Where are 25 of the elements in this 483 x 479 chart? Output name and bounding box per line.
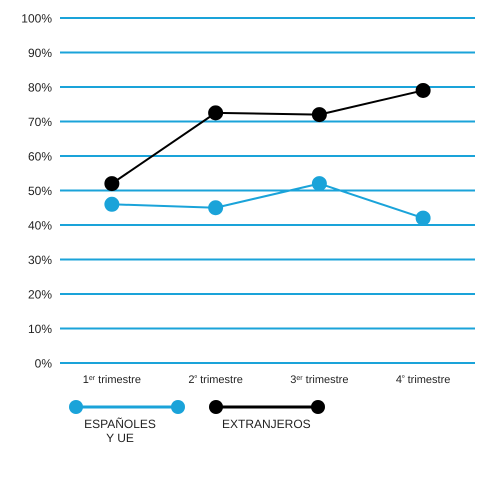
y-tick-label: 0%	[34, 356, 52, 370]
y-tick-label: 90%	[28, 46, 52, 60]
y-tick-label: 100%	[21, 11, 52, 26]
legend-label: ESPAÑOLES Y UE	[83, 417, 157, 445]
legend-label: EXTRANJEROS	[222, 417, 311, 431]
y-tick-label: 20%	[28, 287, 52, 302]
y-tick-label: 10%	[28, 322, 52, 336]
point	[208, 105, 224, 120]
y-tick-label: 70%	[28, 114, 52, 129]
y-tick-label: 80%	[28, 80, 52, 94]
x-tick-label: 4$^{º}$ trimestre	[396, 374, 450, 386]
point	[312, 176, 327, 192]
y-tick-label: 60%	[28, 149, 52, 164]
point	[416, 210, 431, 226]
point	[312, 107, 327, 122]
x-tick-label: 3$^{er}$ trimestre	[290, 374, 348, 386]
y-tick-label: 30%	[28, 252, 52, 267]
point	[104, 196, 120, 212]
y-tick-label: 50%	[28, 184, 52, 198]
point	[208, 200, 224, 216]
x-tick-label: 2$^{º}$ trimestre	[188, 374, 243, 386]
y-tick-label: 40%	[28, 218, 52, 232]
x-tick-label: 1$^{er}$ trimestre	[82, 374, 141, 386]
point	[416, 82, 431, 98]
point	[104, 176, 120, 192]
